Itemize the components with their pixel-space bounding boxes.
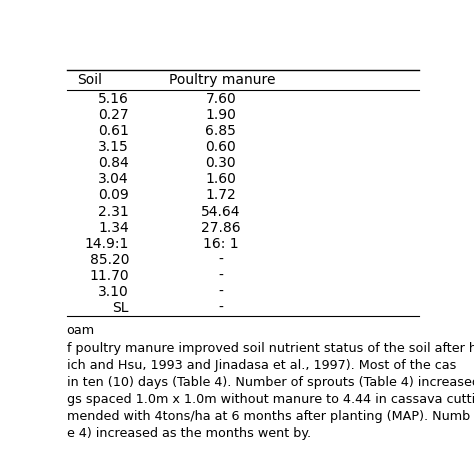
Text: 1.60: 1.60 [205,173,237,186]
Text: 0.61: 0.61 [98,124,129,138]
Text: 7.60: 7.60 [206,92,236,106]
Text: 3.04: 3.04 [99,173,129,186]
Text: Soil: Soil [78,73,102,87]
Text: mended with 4tons/ha at 6 months after planting (MAP). Numb: mended with 4tons/ha at 6 months after p… [66,410,470,423]
Text: 0.09: 0.09 [98,189,129,202]
Text: 0.60: 0.60 [206,140,236,155]
Text: 3.15: 3.15 [98,140,129,155]
Text: 85.20: 85.20 [90,253,129,267]
Text: ich and Hsu, 1993 and Jinadasa et al., 1997). Most of the cas: ich and Hsu, 1993 and Jinadasa et al., 1… [66,359,456,372]
Text: -: - [219,253,223,267]
Text: 1.34: 1.34 [98,220,129,235]
Text: -: - [219,269,223,283]
Text: 16: 1: 16: 1 [203,237,239,251]
Text: 14.9:1: 14.9:1 [85,237,129,251]
Text: oam: oam [66,324,95,337]
Text: 6.85: 6.85 [205,124,237,138]
Text: -: - [219,285,223,299]
Text: Poultry manure: Poultry manure [169,73,276,87]
Text: 11.70: 11.70 [90,269,129,283]
Text: 2.31: 2.31 [98,205,129,219]
Text: 5.16: 5.16 [98,92,129,106]
Text: 1.90: 1.90 [205,108,237,122]
Text: 0.84: 0.84 [98,156,129,170]
Text: 0.27: 0.27 [99,108,129,122]
Text: SL: SL [112,301,129,315]
Text: 3.10: 3.10 [98,285,129,299]
Text: 1.72: 1.72 [206,189,236,202]
Text: e 4) increased as the months went by.: e 4) increased as the months went by. [66,428,311,440]
Text: -: - [219,301,223,315]
Text: gs spaced 1.0m x 1.0m without manure to 4.44 in cassava cutting: gs spaced 1.0m x 1.0m without manure to … [66,393,474,406]
Text: f poultry manure improved soil nutrient status of the soil after harv: f poultry manure improved soil nutrient … [66,342,474,355]
Text: 0.30: 0.30 [206,156,236,170]
Text: 27.86: 27.86 [201,220,241,235]
Text: 54.64: 54.64 [201,205,241,219]
Text: in ten (10) days (Table 4). Number of sprouts (Table 4) increased: in ten (10) days (Table 4). Number of sp… [66,376,474,389]
